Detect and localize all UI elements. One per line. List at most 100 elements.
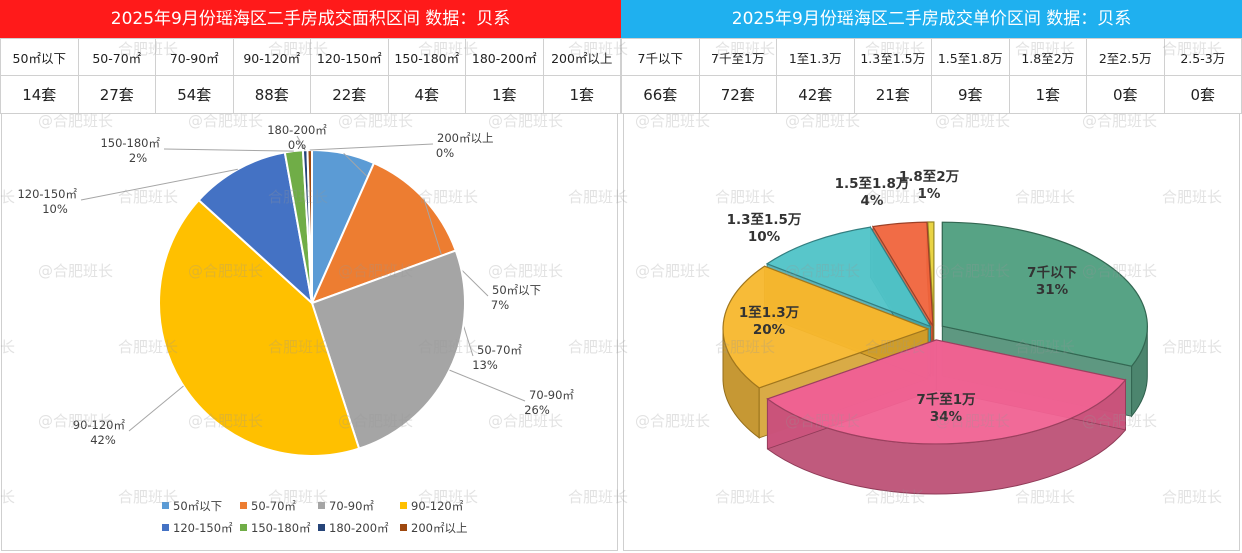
area-pie-chart-panel: 50㎡以下 7% 50-70㎡ 13% 70-90㎡ 26% 90-120㎡ 42% 120-1… <box>1 113 618 551</box>
slice-percent-label: 0% <box>288 138 306 152</box>
area-value-cell: 1套 <box>542 75 621 114</box>
legend-label: 90-120㎡ <box>411 499 464 513</box>
legend-label: 150-180㎡ <box>251 521 311 535</box>
slice-percent-label: 34% <box>930 409 963 425</box>
slice-category-label: 7千以下 <box>1027 264 1077 281</box>
price-label-cell: 2.5-3万 <box>1163 38 1242 76</box>
slice-category-label: 1.5至1.8万 <box>835 176 910 192</box>
area-label-row: 50㎡以下 50-70㎡ 70-90㎡ 90-120㎡ 120-150㎡ 150… <box>0 38 621 76</box>
area-value-cell: 22套 <box>310 75 389 114</box>
slice-percent-label: 0% <box>436 146 454 160</box>
legend-swatch <box>240 524 247 531</box>
price-value-cell: 21套 <box>853 75 932 114</box>
slice-percent-label: 1% <box>918 186 941 202</box>
leader-line <box>309 143 434 151</box>
pie-slice <box>871 221 934 327</box>
pie-slice <box>158 198 361 457</box>
slice-percent-label: 7% <box>491 298 509 312</box>
area-value-row: 14套 27套 54套 88套 22套 4套 1套 1套 <box>0 75 621 114</box>
pie-slice <box>941 221 1148 367</box>
area-chart-header: 2025年9月份瑶海区二手房成交面积区间 数据：贝系 <box>0 0 621 38</box>
legend-label: 200㎡以上 <box>411 521 467 535</box>
price-value-cell: 0套 <box>1163 75 1242 114</box>
price-chart-header: 2025年9月份瑶海区二手房成交单价区间 数据：贝系 <box>621 0 1242 38</box>
area-value-cell: 54套 <box>155 75 234 114</box>
legend-swatch <box>240 502 247 509</box>
price-label-cell: 7千以下 <box>621 38 700 76</box>
area-value-cell: 14套 <box>0 75 79 114</box>
price-value-row: 66套 72套 42套 21套 9套 1套 0套 0套 <box>621 75 1242 114</box>
leader-line <box>128 385 184 432</box>
legend-swatch <box>162 502 169 509</box>
pie-slice <box>765 226 933 328</box>
price-value-cell: 0套 <box>1086 75 1165 114</box>
slice-percent-label: 4% <box>861 193 884 209</box>
slice-percent-label: 42% <box>90 433 116 447</box>
area-value-cell: 27套 <box>77 75 156 114</box>
slice-category-label: 50-70㎡ <box>477 343 522 357</box>
area-value-cell: 88套 <box>232 75 311 114</box>
legend-swatch <box>318 524 325 531</box>
area-label-cell: 180-200㎡ <box>465 38 544 76</box>
price-value-cell: 72套 <box>698 75 777 114</box>
price-label-row: 7千以下 7千至1万 1至1.3万 1.3至1.5万 1.5至1.8万 1.8至… <box>621 38 1242 76</box>
price-label-cell: 7千至1万 <box>698 38 777 76</box>
price-label-cell: 1至1.3万 <box>776 38 855 76</box>
pie-slice <box>927 221 935 327</box>
area-label-cell: 70-90㎡ <box>155 38 234 76</box>
price-label-cell: 1.8至2万 <box>1008 38 1087 76</box>
slice-percent-label: 10% <box>748 229 781 245</box>
area-value-cell: 4套 <box>387 75 466 114</box>
slice-category-label: 50㎡以下 <box>492 283 541 297</box>
area-label-cell: 50㎡以下 <box>0 38 79 76</box>
price-value-cell: 66套 <box>621 75 700 114</box>
slice-category-label: 70-90㎡ <box>529 388 574 402</box>
slice-percent-label: 26% <box>524 403 550 417</box>
slice-category-label: 180-200㎡ <box>267 123 327 137</box>
leader-line <box>296 135 306 151</box>
area-label-cell: 150-180㎡ <box>387 38 466 76</box>
area-label-cell: 120-150㎡ <box>310 38 389 76</box>
pie-slice <box>722 265 930 389</box>
legend-swatch <box>400 524 407 531</box>
price-value-cell: 9套 <box>931 75 1010 114</box>
slice-percent-label: 20% <box>753 322 786 338</box>
area-label-cell: 90-120㎡ <box>232 38 311 76</box>
legend-label: 70-90㎡ <box>329 499 374 513</box>
legend-label: 120-150㎡ <box>173 521 233 535</box>
legend-label: 50㎡以下 <box>173 499 222 513</box>
price-label-cell: 2至2.5万 <box>1086 38 1165 76</box>
legend-swatch <box>400 502 407 509</box>
pie-slice <box>197 151 314 306</box>
price-label-cell: 1.5至1.8万 <box>931 38 1010 76</box>
area-value-cell: 1套 <box>465 75 544 114</box>
slice-category-label: 1.8至2万 <box>899 169 959 185</box>
pie-slice <box>310 249 466 450</box>
leader-line <box>163 148 294 152</box>
pie-slice <box>766 339 1127 445</box>
area-pie-chart: 50㎡以下7%50-70㎡13%70-90㎡26%90-120㎡42%120-1… <box>17 123 574 535</box>
price-value-cell: 1套 <box>1008 75 1087 114</box>
slice-category-label: 1.3至1.5万 <box>727 212 802 228</box>
slice-category-label: 1至1.3万 <box>739 305 799 321</box>
area-label-cell: 50-70㎡ <box>77 38 156 76</box>
legend-swatch <box>318 502 325 509</box>
leader-line <box>80 168 238 201</box>
area-stats-table: 50㎡以下 50-70㎡ 70-90㎡ 90-120㎡ 120-150㎡ 150… <box>0 38 621 114</box>
price-value-cell: 42套 <box>776 75 855 114</box>
legend-label: 180-200㎡ <box>329 521 389 535</box>
price-label-cell: 1.3至1.5万 <box>853 38 932 76</box>
slice-percent-label: 10% <box>42 202 68 216</box>
slice-category-label: 120-150㎡ <box>17 187 77 201</box>
price-stats-table: 7千以下 7千至1万 1至1.3万 1.3至1.5万 1.5至1.8万 1.8至… <box>621 38 1242 114</box>
area-label-cell: 200㎡以上 <box>542 38 621 76</box>
legend-label: 50-70㎡ <box>251 499 296 513</box>
pie-slice <box>310 161 458 305</box>
slice-category-label: 7千至1万 <box>916 391 975 408</box>
slice-category-label: 150-180㎡ <box>100 136 160 150</box>
leader-line <box>449 369 526 402</box>
slice-percent-label: 13% <box>472 358 498 372</box>
price-pie-chart-panel: 7千以下 31% 7千至1万 34% 1至1.3万 20% 1.3至1.5万 10% 1.5至1… <box>623 113 1240 551</box>
slice-percent-label: 2% <box>129 151 147 165</box>
